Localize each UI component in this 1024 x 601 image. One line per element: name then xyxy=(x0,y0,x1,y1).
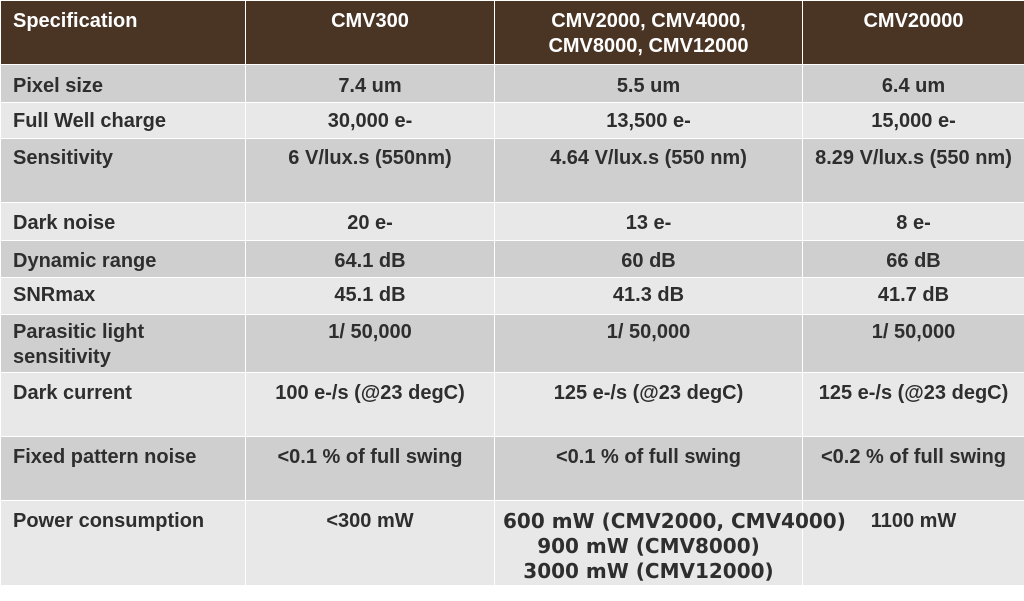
header-row: Specification CMV300 CMV2000, CMV4000, C… xyxy=(0,0,1024,65)
cell-cmv2000-group: 4.64 V/lux.s (550 nm) xyxy=(494,138,803,203)
row-label: Full Well charge xyxy=(0,102,246,139)
cell-cmv20000: 8 e- xyxy=(802,202,1024,241)
table-row: Dynamic range 64.1 dB 60 dB 66 dB xyxy=(0,240,1024,278)
table-row: Parasitic light sensitivity 1/ 50,000 1/… xyxy=(0,314,1024,373)
row-label: Power consumption xyxy=(0,500,246,586)
table-row: Full Well charge 30,000 e- 13,500 e- 15,… xyxy=(0,102,1024,139)
header-specification: Specification xyxy=(0,0,246,65)
cell-cmv300: 1/ 50,000 xyxy=(245,314,495,373)
cell-cmv300: <0.1 % of full swing xyxy=(245,436,495,501)
row-label: Dynamic range xyxy=(0,240,246,278)
cell-cmv2000-group: 13 e- xyxy=(494,202,803,241)
row-label: Fixed pattern noise xyxy=(0,436,246,501)
cell-cmv2000-group: 600 mW (CMV2000, CMV4000) 900 mW (CMV800… xyxy=(494,500,846,586)
cell-cmv20000: 6.4 um xyxy=(802,64,1024,103)
cell-cmv300: 7.4 um xyxy=(245,64,495,103)
cell-cmv20000: 66 dB xyxy=(802,240,1024,278)
cell-cmv300: 100 e-/s (@23 degC) xyxy=(245,372,495,437)
table-row: Dark current 100 e-/s (@23 degC) 125 e-/… xyxy=(0,372,1024,437)
cell-cmv2000-group: 125 e-/s (@23 degC) xyxy=(494,372,803,437)
cell-cmv20000: <0.2 % of full swing xyxy=(802,436,1024,501)
cell-cmv20000: 15,000 e- xyxy=(802,102,1024,139)
header-cmv20000: CMV20000 xyxy=(802,0,1024,65)
table-row: Pixel size 7.4 um 5.5 um 6.4 um xyxy=(0,64,1024,103)
row-label: Dark current xyxy=(0,372,246,437)
header-cmv2000-group: CMV2000, CMV4000, CMV8000, CMV12000 xyxy=(494,0,803,65)
power-line: 600 mW (CMV2000, CMV4000) xyxy=(503,509,846,533)
cell-cmv300: 30,000 e- xyxy=(245,102,495,139)
row-label: Pixel size xyxy=(0,64,246,103)
cell-cmv2000-group: 60 dB xyxy=(494,240,803,278)
table-row: Dark noise 20 e- 13 e- 8 e- xyxy=(0,202,1024,241)
header-cmv2000-line2: CMV8000, CMV12000 xyxy=(548,35,749,57)
table-row: SNRmax 45.1 dB 41.3 dB 41.7 dB xyxy=(0,277,1024,315)
cell-cmv20000: 1100 mW xyxy=(802,500,1024,586)
cell-cmv2000-group: 41.3 dB xyxy=(494,277,803,315)
cell-cmv300: 64.1 dB xyxy=(245,240,495,278)
cell-cmv300: <300 mW xyxy=(245,500,495,586)
cell-cmv20000: 8.29 V/lux.s (550 nm) xyxy=(802,138,1024,203)
cell-cmv2000-group: 5.5 um xyxy=(494,64,803,103)
row-label: SNRmax xyxy=(0,277,246,315)
cell-cmv300: 20 e- xyxy=(245,202,495,241)
row-label: Sensitivity xyxy=(0,138,246,203)
cell-cmv300: 45.1 dB xyxy=(245,277,495,315)
table-row: Sensitivity 6 V/lux.s (550nm) 4.64 V/lux… xyxy=(0,138,1024,203)
cell-cmv2000-group: <0.1 % of full swing xyxy=(494,436,803,501)
cell-cmv2000-group: 13,500 e- xyxy=(494,102,803,139)
table-row: Power consumption <300 mW 600 mW (CMV200… xyxy=(0,500,1024,586)
row-label: Dark noise xyxy=(0,202,246,241)
cell-cmv20000: 41.7 dB xyxy=(802,277,1024,315)
cell-cmv20000: 125 e-/s (@23 degC) xyxy=(802,372,1024,437)
cell-cmv2000-group: 1/ 50,000 xyxy=(494,314,803,373)
power-line: 900 mW (CMV8000) xyxy=(537,534,760,558)
table-row: Fixed pattern noise <0.1 % of full swing… xyxy=(0,436,1024,501)
spec-table: Specification CMV300 CMV2000, CMV4000, C… xyxy=(0,0,1024,586)
cell-cmv300: 6 V/lux.s (550nm) xyxy=(245,138,495,203)
power-line: 3000 mW (CMV12000) xyxy=(523,559,774,583)
cell-cmv20000: 1/ 50,000 xyxy=(802,314,1024,373)
header-cmv2000-line1: CMV2000, CMV4000, xyxy=(551,10,746,32)
header-cmv300: CMV300 xyxy=(245,0,495,65)
row-label: Parasitic light sensitivity xyxy=(0,314,246,373)
